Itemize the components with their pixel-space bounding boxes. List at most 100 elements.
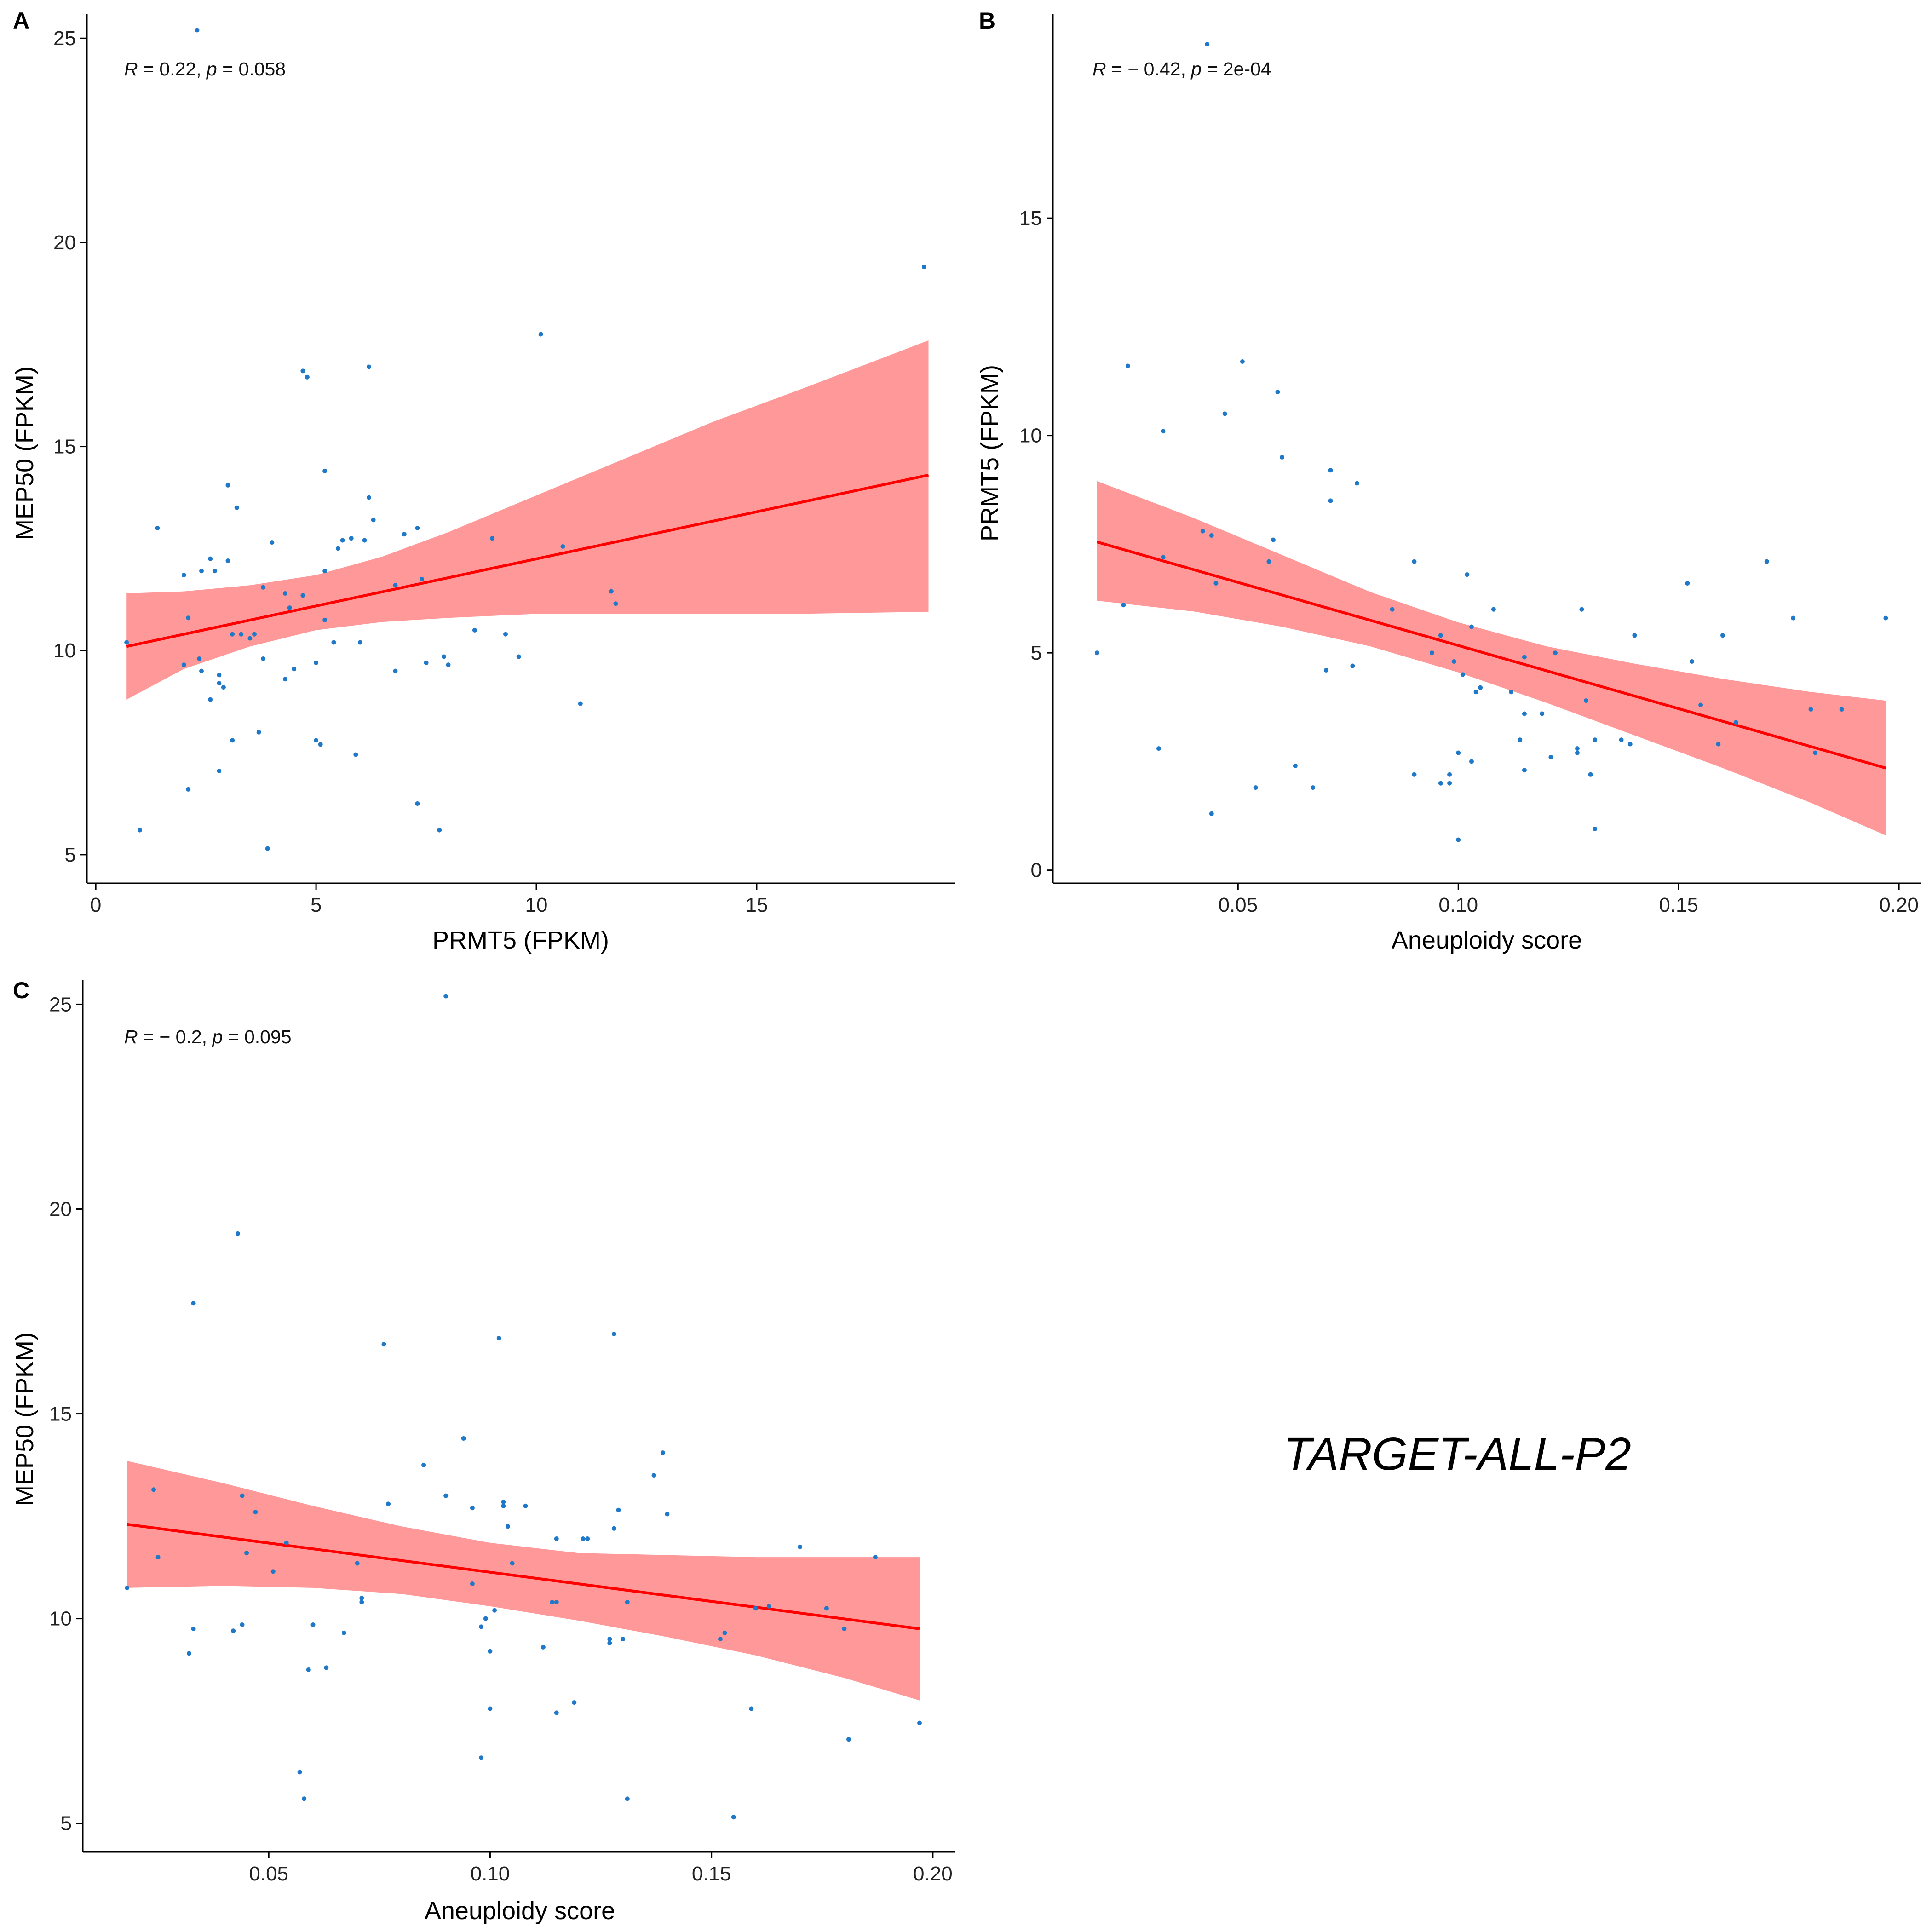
x-tick-label: 0.05 bbox=[249, 1863, 288, 1885]
data-point bbox=[212, 569, 217, 574]
data-point bbox=[252, 632, 257, 637]
y-axis-title-b: PRMT5 (FPKM) bbox=[976, 365, 1004, 541]
data-point bbox=[1460, 672, 1465, 677]
data-point bbox=[302, 1796, 307, 1801]
x-tick-label: 0.10 bbox=[1438, 894, 1478, 916]
data-point bbox=[1328, 468, 1333, 473]
data-point bbox=[367, 495, 371, 500]
y-tick-label: 15 bbox=[53, 436, 76, 458]
data-point bbox=[483, 1616, 488, 1621]
data-point bbox=[217, 681, 222, 686]
data-point bbox=[186, 615, 191, 621]
data-point bbox=[461, 1436, 466, 1441]
data-point bbox=[446, 662, 451, 667]
y-tick-label: 10 bbox=[53, 639, 76, 662]
data-point bbox=[443, 1493, 448, 1498]
y-tick-label: 5 bbox=[1031, 642, 1042, 664]
data-point bbox=[297, 1770, 302, 1775]
panel-label-a: A bbox=[13, 8, 29, 34]
data-point bbox=[749, 1706, 754, 1711]
data-point bbox=[322, 617, 328, 622]
data-point bbox=[137, 828, 142, 833]
x-tick-label: 0 bbox=[90, 894, 101, 916]
x-tick-label: 0.20 bbox=[1879, 894, 1919, 916]
data-point bbox=[231, 1628, 236, 1633]
data-point bbox=[386, 1501, 391, 1506]
data-point bbox=[1125, 363, 1130, 368]
data-point bbox=[1791, 615, 1796, 621]
data-point bbox=[1200, 529, 1205, 534]
data-point bbox=[318, 742, 323, 747]
data-point bbox=[415, 801, 420, 806]
y-axis-title-a: MEP50 (FPKM) bbox=[11, 366, 39, 540]
data-point bbox=[357, 640, 362, 645]
y-tick-label: 10 bbox=[1019, 425, 1042, 447]
data-point bbox=[283, 591, 288, 596]
data-point bbox=[1579, 607, 1584, 612]
data-point bbox=[613, 601, 618, 606]
data-point bbox=[1209, 533, 1214, 538]
data-point bbox=[402, 532, 407, 537]
data-point bbox=[322, 569, 328, 574]
data-point bbox=[261, 585, 266, 590]
x-tick-label: 15 bbox=[745, 894, 768, 916]
data-point bbox=[199, 569, 204, 574]
stat-annotation-c: R = − 0.2, p = 0.095 bbox=[124, 1026, 292, 1047]
data-point bbox=[244, 1551, 249, 1556]
data-point bbox=[349, 536, 354, 541]
data-point bbox=[1593, 737, 1598, 742]
data-point bbox=[660, 1450, 665, 1455]
data-point bbox=[371, 518, 376, 523]
regression-line-b bbox=[1096, 540, 1886, 770]
x-tick-label: 0.20 bbox=[913, 1863, 953, 1885]
data-point bbox=[324, 1665, 329, 1670]
data-point bbox=[607, 1637, 612, 1642]
data-point bbox=[651, 1473, 656, 1478]
data-point bbox=[1808, 707, 1813, 712]
data-point bbox=[1553, 650, 1558, 656]
data-point bbox=[186, 787, 191, 792]
y-tick-label: 0 bbox=[1031, 859, 1042, 882]
data-point bbox=[1469, 624, 1474, 629]
data-point bbox=[199, 668, 204, 673]
data-point bbox=[722, 1630, 727, 1635]
regression-line-c bbox=[126, 1523, 920, 1630]
data-point bbox=[538, 332, 543, 337]
data-point bbox=[1540, 711, 1545, 716]
data-point bbox=[917, 1720, 922, 1725]
data-point bbox=[443, 994, 448, 999]
x-tick-label: 10 bbox=[525, 894, 548, 916]
data-point bbox=[306, 1667, 311, 1672]
data-point bbox=[261, 656, 266, 661]
data-point bbox=[1213, 581, 1219, 586]
data-point bbox=[1456, 750, 1461, 755]
confidence-band-b bbox=[1097, 481, 1886, 835]
data-point bbox=[197, 656, 202, 661]
data-point bbox=[1584, 698, 1588, 703]
data-point bbox=[1161, 555, 1166, 560]
data-point bbox=[239, 632, 244, 637]
data-point bbox=[322, 468, 328, 473]
data-point bbox=[1328, 498, 1333, 503]
data-point bbox=[208, 697, 213, 702]
data-point bbox=[353, 752, 358, 757]
data-point bbox=[824, 1606, 829, 1611]
data-point bbox=[270, 540, 275, 545]
data-point bbox=[240, 1622, 245, 1627]
data-point bbox=[1253, 785, 1258, 790]
data-point bbox=[415, 526, 420, 530]
y-tick-label: 20 bbox=[53, 231, 76, 254]
data-point bbox=[124, 640, 129, 645]
data-point bbox=[1465, 572, 1470, 577]
data-point bbox=[479, 1624, 484, 1629]
x-tick-label: 0.10 bbox=[471, 1863, 510, 1885]
data-point bbox=[488, 1706, 493, 1711]
data-point bbox=[1222, 411, 1227, 416]
data-point bbox=[300, 593, 305, 598]
data-point bbox=[501, 1503, 506, 1508]
data-point bbox=[560, 544, 565, 549]
data-point bbox=[1685, 581, 1690, 586]
y-tick-label: 15 bbox=[49, 1403, 72, 1426]
data-point bbox=[1240, 359, 1245, 364]
